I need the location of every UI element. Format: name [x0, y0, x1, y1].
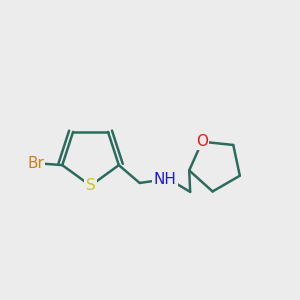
Text: NH: NH — [154, 172, 176, 188]
Text: Br: Br — [27, 156, 44, 171]
Text: O: O — [196, 134, 208, 149]
Text: S: S — [86, 178, 95, 193]
